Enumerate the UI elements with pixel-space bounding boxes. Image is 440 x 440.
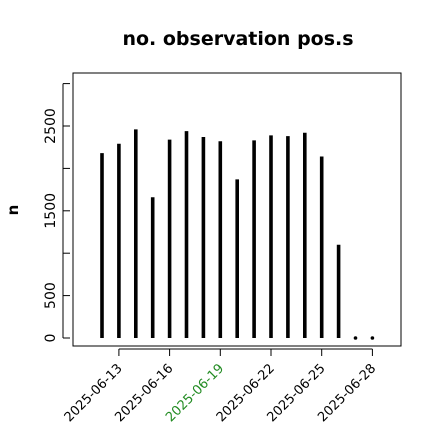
plot-frame [72,72,402,347]
y-tick-label: 2500 [43,108,59,144]
y-axis-label: n [4,205,22,216]
y-tick-label: 0 [43,334,59,343]
y-tick-label: 1500 [43,193,59,229]
zero-point [353,336,358,340]
chart-title: no. observation pos.s [122,28,353,50]
zero-point [370,336,375,340]
x-axis: 2025-06-132025-06-162025-06-192025-06-22… [62,348,379,425]
y-axis: 0 500 1500 2500 [43,83,70,343]
bars [100,129,375,340]
y-tick-label: 500 [43,282,59,309]
